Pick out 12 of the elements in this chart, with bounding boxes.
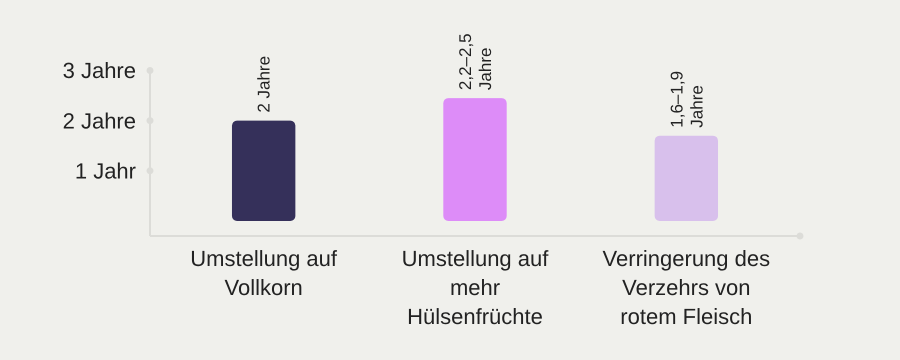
bar — [232, 120, 296, 221]
x-tick-label: Umstellung auf mehr Hülsenfrüchte — [402, 246, 550, 329]
data-label: 2,2–2,5 Jahre — [456, 33, 495, 90]
data-label: 1,6–1,9 Jahre — [667, 70, 706, 128]
x-tick-label: Umstellung auf Vollkorn — [190, 246, 338, 300]
bar — [654, 136, 718, 221]
x-tick-label: Verringerung des Verzehrs von rotem Fleisch — [602, 246, 770, 329]
bar — [443, 98, 507, 221]
y-tick-label: 1 Jahr — [74, 158, 136, 184]
y-tick-label: 2 Jahre — [62, 108, 136, 134]
data-label: 2 Jahre — [254, 56, 274, 113]
y-tick-label: 3 Jahre — [62, 58, 136, 84]
